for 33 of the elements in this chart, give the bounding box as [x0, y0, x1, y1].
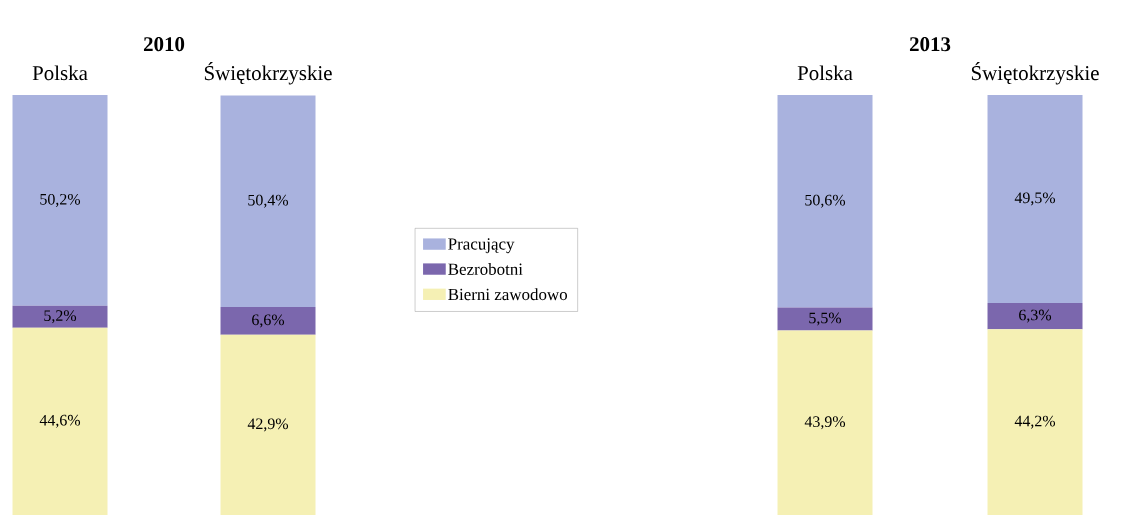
bar [220, 95, 316, 308]
bar [777, 330, 873, 515]
data-label: 50,2% [40, 193, 81, 207]
bar [12, 94, 108, 306]
data-label: 50,4% [248, 194, 289, 208]
data-label: 49,5% [1014, 192, 1056, 206]
data-label: 42,9% [247, 418, 289, 432]
legend-label: Bezrobotni [448, 263, 523, 275]
data-label: 44,6% [39, 414, 81, 428]
x-tick-label: Świętokrzyskie [204, 62, 332, 85]
legend-label: Pracujący [448, 238, 515, 254]
x-tick-label: Polska [32, 65, 88, 81]
chart-title: 2013 [909, 37, 951, 52]
data-label: 5,5% [809, 312, 842, 326]
bar [987, 329, 1083, 515]
data-label: 5,2% [44, 310, 77, 324]
bar [220, 334, 316, 515]
x-tick-label: Świętokrzyskie [971, 62, 1099, 85]
bar [12, 305, 108, 328]
chart-title: 2010 [143, 37, 185, 52]
data-label: 50,6% [805, 194, 846, 208]
x-tick-label: Polska [797, 65, 853, 81]
legend-label: Bierni zawodowo [448, 288, 568, 301]
data-label: 6,3% [1019, 309, 1052, 323]
bar [777, 307, 873, 331]
data-label: 44,2% [1014, 415, 1056, 429]
bar [987, 94, 1083, 303]
bar [12, 327, 108, 515]
data-label: 6,6% [252, 314, 285, 328]
bar [987, 302, 1083, 330]
data-label: 43,9% [804, 416, 846, 430]
bar [220, 307, 316, 335]
bar [777, 94, 873, 308]
